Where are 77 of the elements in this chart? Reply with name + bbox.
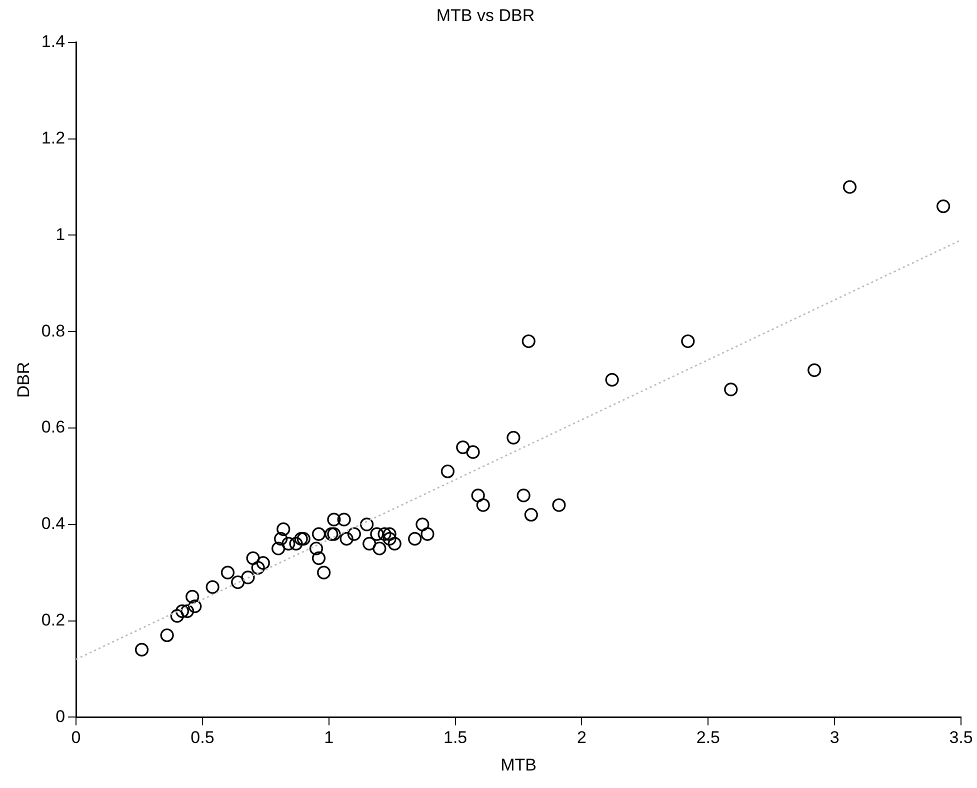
point xyxy=(175,604,190,618)
point xyxy=(170,609,184,623)
y-tick-label: 0.8 xyxy=(41,321,66,340)
point xyxy=(506,430,520,444)
point xyxy=(382,532,396,546)
point xyxy=(220,566,235,580)
point xyxy=(456,440,470,454)
point xyxy=(186,590,200,604)
point xyxy=(296,532,310,546)
point xyxy=(276,522,290,536)
point xyxy=(466,445,480,459)
y-axis-title: DBR xyxy=(14,362,33,398)
point xyxy=(206,580,220,594)
x-tick-label: 3 xyxy=(830,728,840,748)
point xyxy=(309,542,324,556)
chart-title: MTB vs DBR xyxy=(436,6,535,25)
point xyxy=(134,642,149,657)
y-tick-label: 1.2 xyxy=(41,128,66,148)
point xyxy=(231,575,245,590)
point xyxy=(188,600,202,614)
point xyxy=(340,532,354,546)
point xyxy=(327,527,341,541)
point xyxy=(251,560,265,575)
point xyxy=(241,570,255,584)
point xyxy=(289,536,303,550)
point xyxy=(388,536,402,550)
point xyxy=(416,518,430,532)
point xyxy=(274,532,288,546)
point xyxy=(180,604,194,618)
y-tick-label: 0.2 xyxy=(41,610,66,630)
y-tick-label: 0 xyxy=(56,706,66,726)
point xyxy=(378,527,392,541)
point xyxy=(360,518,374,532)
point xyxy=(408,532,422,546)
point xyxy=(312,551,326,565)
point xyxy=(324,527,338,541)
point xyxy=(524,508,538,522)
x-tick-label: 1 xyxy=(324,728,334,748)
point xyxy=(382,527,396,541)
point xyxy=(160,628,174,642)
point xyxy=(246,551,260,565)
point xyxy=(471,488,485,502)
point xyxy=(347,527,361,541)
point xyxy=(522,334,536,348)
point xyxy=(842,180,857,194)
point xyxy=(724,382,738,396)
point xyxy=(317,566,331,580)
point xyxy=(337,512,351,526)
point xyxy=(294,532,308,546)
x-tick-label: 0.5 xyxy=(190,728,214,748)
point xyxy=(256,556,270,570)
point xyxy=(312,527,326,541)
point xyxy=(681,334,695,348)
y-tick-label: 1 xyxy=(56,224,66,244)
point xyxy=(420,527,434,541)
point xyxy=(327,512,341,526)
point xyxy=(936,199,950,214)
x-axis-title: MTB xyxy=(500,755,536,774)
point xyxy=(476,498,490,512)
x-tick-label: 3.5 xyxy=(949,728,973,748)
point xyxy=(605,373,619,387)
x-tick-label: 2 xyxy=(576,728,586,748)
point xyxy=(272,542,286,556)
point xyxy=(552,498,566,512)
point xyxy=(362,536,376,550)
y-tick-label: 1.4 xyxy=(41,32,66,52)
x-tick-label: 2.5 xyxy=(696,728,720,748)
y-tick-label: 0.4 xyxy=(41,514,66,534)
point xyxy=(516,488,530,502)
point xyxy=(372,542,386,556)
x-tick-label: 1.5 xyxy=(443,728,468,748)
x-tick-label: 0 xyxy=(71,728,81,748)
point xyxy=(282,536,296,550)
point xyxy=(808,363,822,377)
point xyxy=(440,464,455,478)
point xyxy=(370,527,384,541)
y-tick-label: 0.6 xyxy=(41,418,66,437)
